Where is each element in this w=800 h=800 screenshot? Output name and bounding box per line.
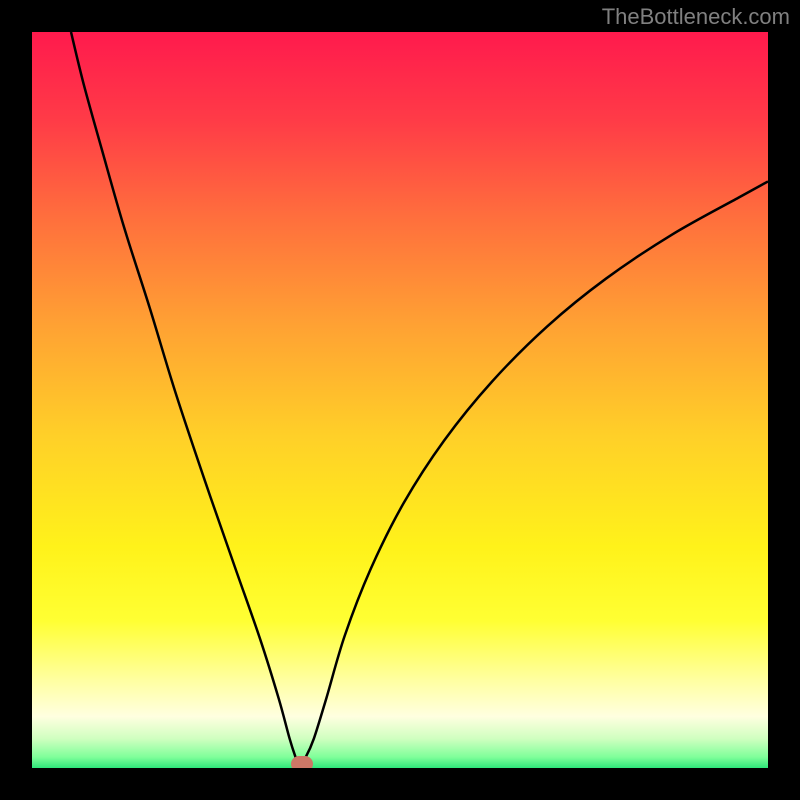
optimal-point-marker xyxy=(291,756,313,768)
watermark-text: TheBottleneck.com xyxy=(602,4,790,30)
bottleneck-curve xyxy=(32,32,768,768)
plot-area xyxy=(32,32,768,768)
